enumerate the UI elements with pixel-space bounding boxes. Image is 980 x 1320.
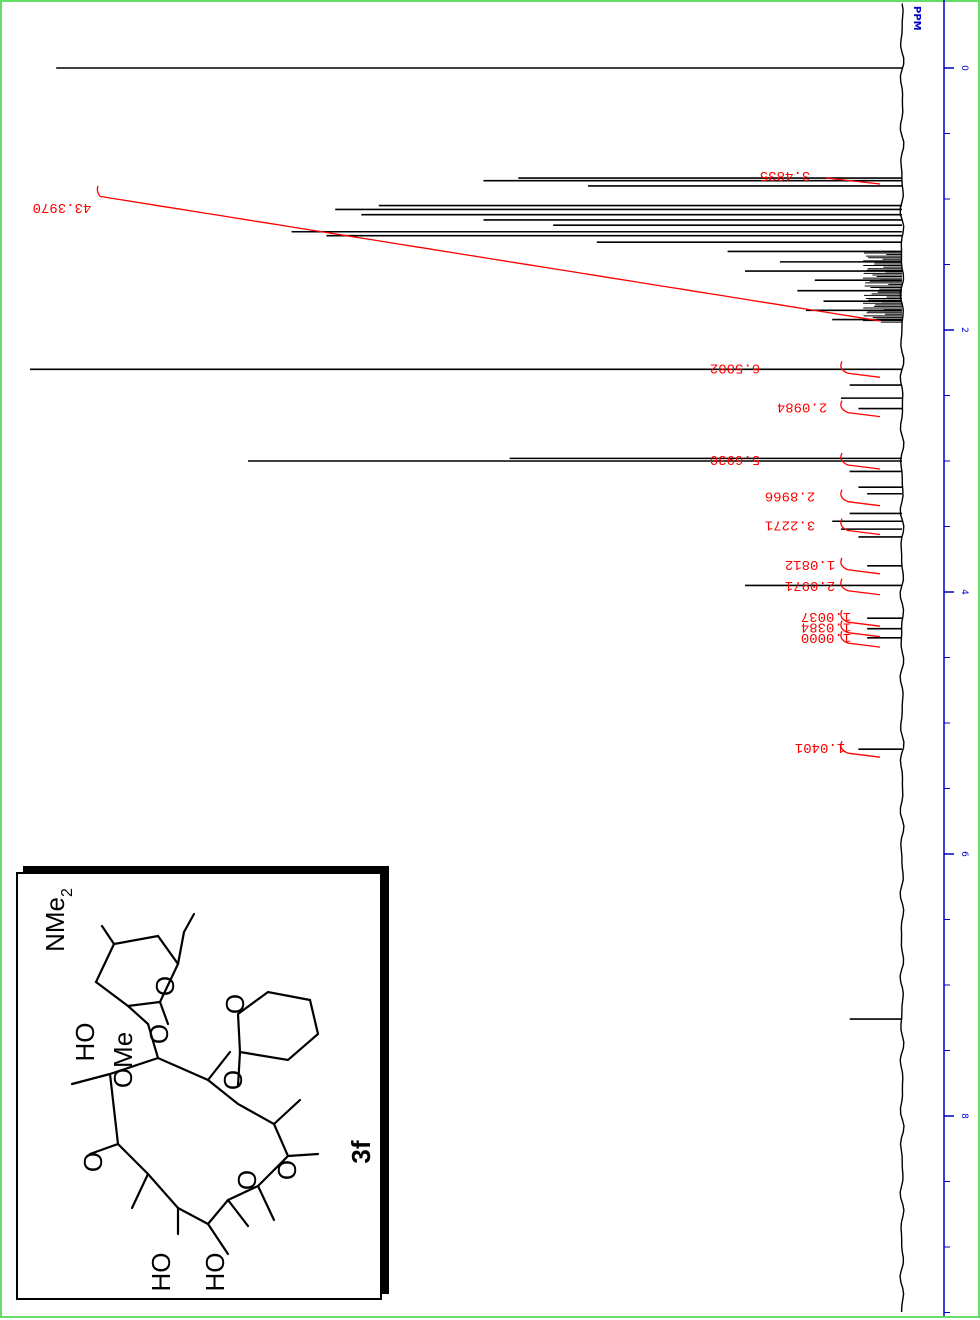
integral-step xyxy=(840,452,881,470)
integral-label: 3.2271 xyxy=(765,517,815,533)
integral-step xyxy=(840,361,881,378)
integral-step xyxy=(840,400,881,418)
axis-tick-label: 4 xyxy=(959,589,969,595)
integral-label: 2.0971 xyxy=(785,577,835,593)
integral-step xyxy=(840,489,881,507)
integral-curve-aliphatic xyxy=(99,195,881,322)
atom-labels: NMe2 HO OMe O O O O O O O HO HO 3f xyxy=(40,888,376,1292)
integral-step xyxy=(840,620,881,638)
integral-step xyxy=(840,518,881,536)
ketone-oxygen-label: O xyxy=(78,1152,108,1172)
integral-label: 1.0401 xyxy=(795,739,845,755)
integral-step-small xyxy=(825,177,881,185)
nme2-label: NMe2 xyxy=(40,888,76,952)
integral-label: 2.0984 xyxy=(777,399,827,415)
integral-curves xyxy=(96,177,881,758)
integral-label: 1.0384 xyxy=(801,619,851,635)
integral-step xyxy=(840,630,881,648)
compound-label: 3f xyxy=(346,1140,376,1163)
structure-panel: NMe2 HO OMe O O O O O O O HO HO 3f xyxy=(16,872,382,1300)
ho-c11-label: HO xyxy=(146,1253,176,1292)
carbonyl-oxygen-label: O xyxy=(272,1160,302,1180)
integral-label: 1.0000 xyxy=(801,629,851,645)
integral-labels: 43.3970 3.4835 6.5002 2.0984 5.6930 2.8966 3.2… xyxy=(33,167,852,755)
ppm-axis: 0 2 4 6 8 xyxy=(943,0,969,1316)
ring-oxygen-label: O xyxy=(150,976,180,996)
thp-oxygen-label: O xyxy=(220,994,250,1014)
axis-tick-label: 2 xyxy=(959,327,969,333)
integral-label: 5.6930 xyxy=(710,451,760,467)
integral-label: 1.0812 xyxy=(785,556,835,572)
axis-unit-label: PPM xyxy=(911,6,922,31)
integral-step xyxy=(840,578,881,596)
integral-step xyxy=(840,557,881,575)
spectrum-baseline xyxy=(899,3,905,1313)
ome-label: OMe xyxy=(108,1032,138,1088)
axis-tick-label: 6 xyxy=(959,851,969,857)
axis-tick-label: 8 xyxy=(959,1113,969,1119)
integral-label: 43.3970 xyxy=(33,199,92,215)
ho-c12-label: HO xyxy=(200,1253,230,1292)
integral-label: 1.0037 xyxy=(801,608,851,624)
integral-step xyxy=(840,609,881,627)
thp-link-oxygen-label: O xyxy=(218,1070,248,1090)
lactone-oxygen-label: O xyxy=(232,1170,262,1190)
integral-label: 3.4835 xyxy=(760,167,810,183)
integral-step xyxy=(840,740,881,758)
molecule-structure: NMe2 HO OMe O O O O O O O HO HO 3f xyxy=(40,888,376,1292)
bond-lines xyxy=(70,912,320,1256)
glycoside-oxygen-label: O xyxy=(144,1024,174,1044)
ho-sugar-label: HO xyxy=(70,1023,100,1062)
integral-label: 2.8966 xyxy=(765,488,815,504)
spectrum-trace xyxy=(30,3,905,1313)
axis-tick-label: 0 xyxy=(959,65,969,71)
integral-curve-tail xyxy=(96,185,101,197)
integral-label: 6.5002 xyxy=(710,359,760,375)
